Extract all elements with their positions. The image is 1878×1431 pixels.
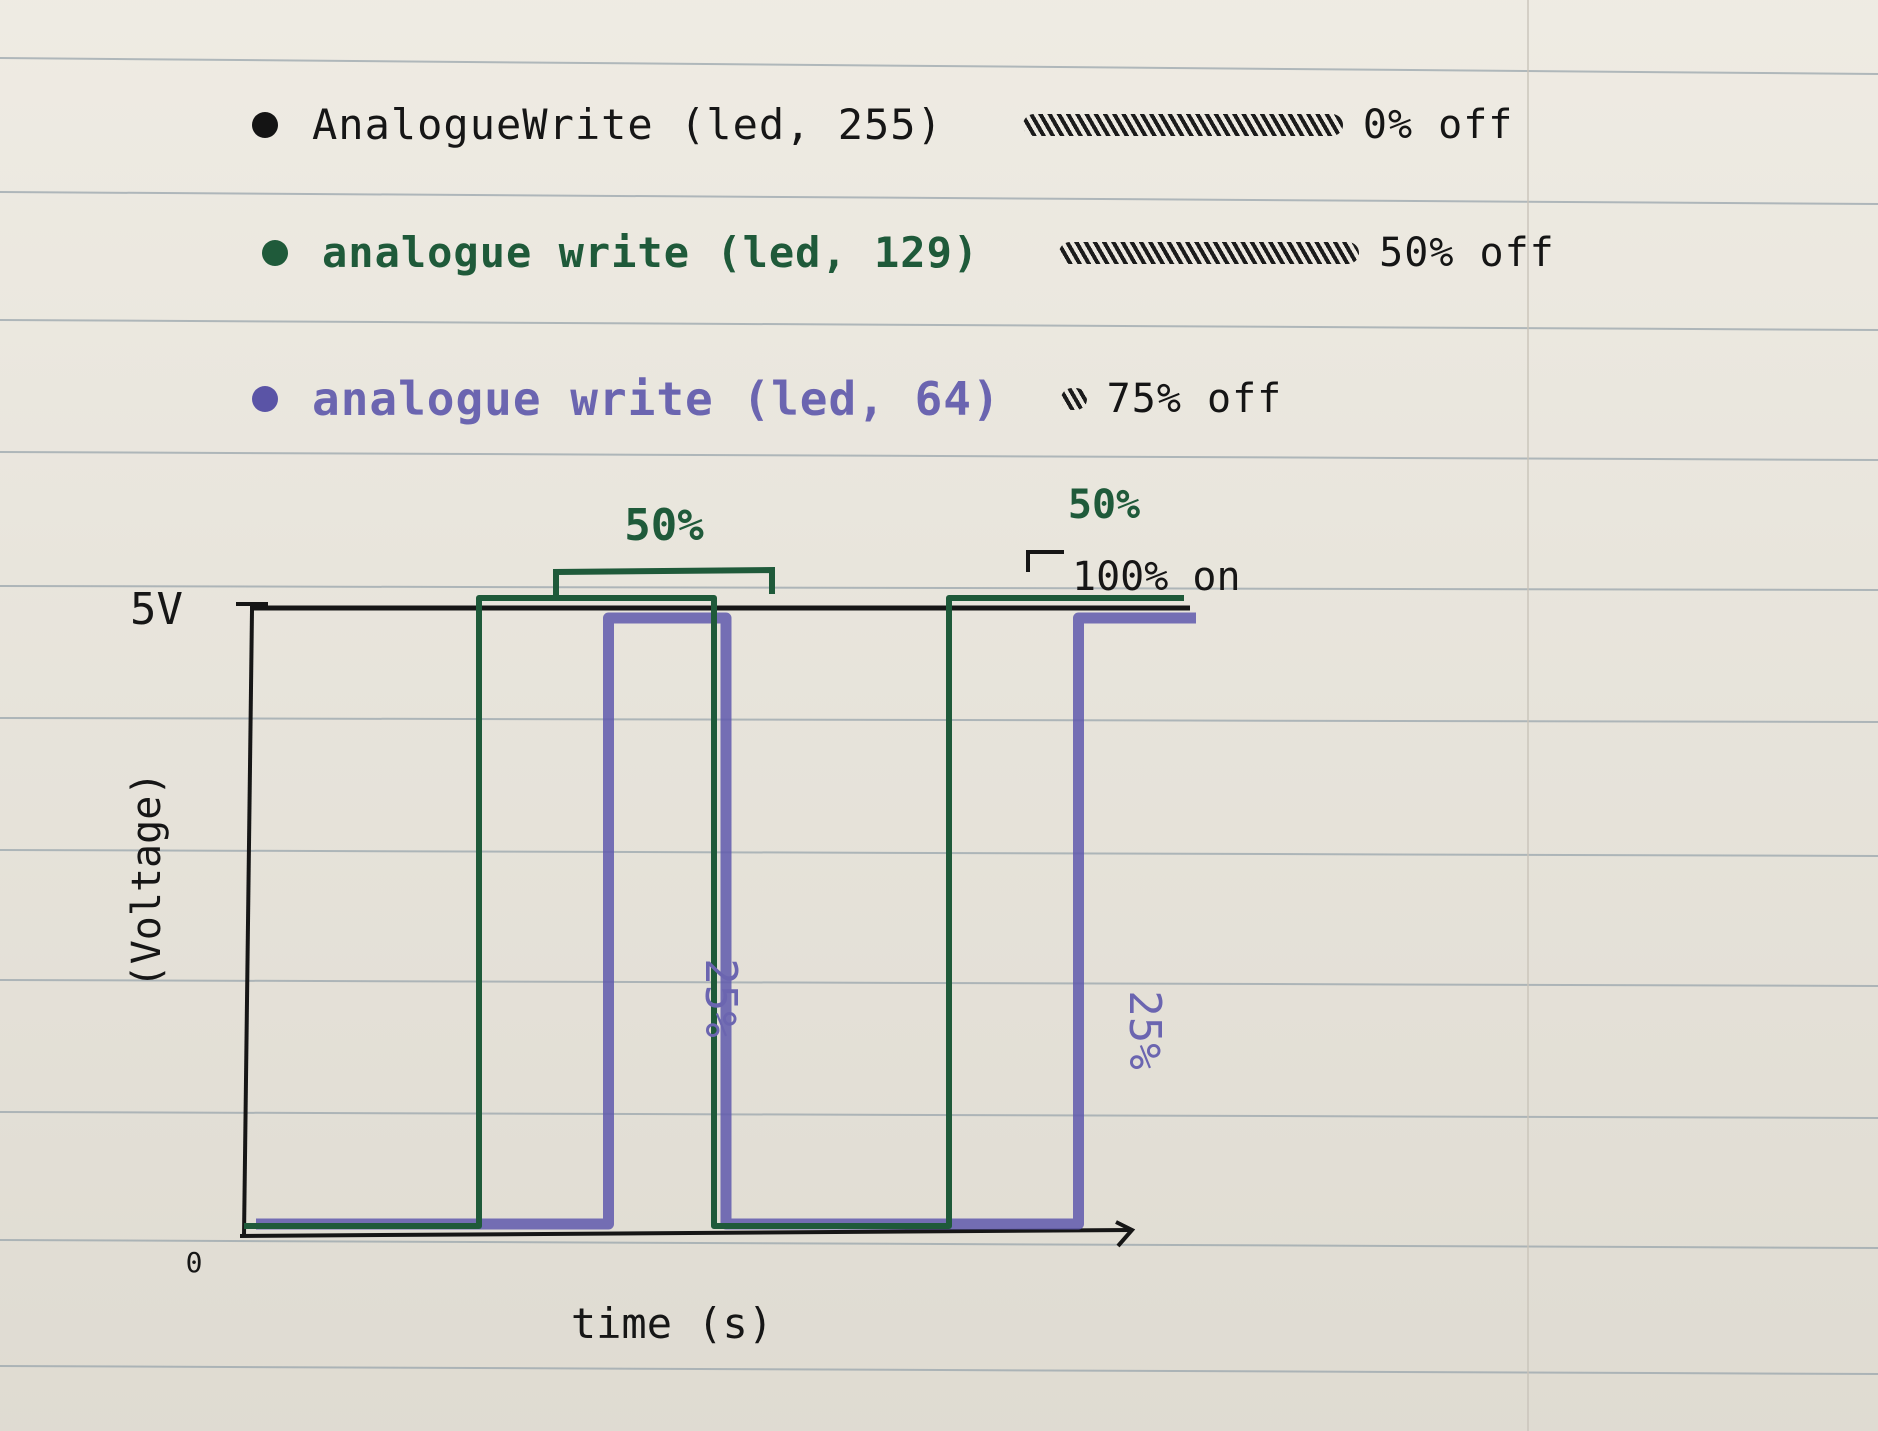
purple-dot-icon <box>252 386 278 412</box>
pulse-bracket-1 <box>553 566 775 596</box>
legend-duty-255: 0% off <box>1362 101 1514 148</box>
green-pulse-label-2: 50% <box>1068 482 1140 528</box>
legend-item-255: AnalogueWrite (led, 255) 0% off <box>252 100 1513 149</box>
green-dot-icon <box>262 239 288 266</box>
y-axis <box>242 609 254 1237</box>
legend-duty-64: 75% off <box>1106 376 1283 422</box>
legend-duty-129: 50% off <box>1379 229 1555 276</box>
legend-call-64: analogue write (led, 64) <box>312 372 1001 426</box>
scribble-icon <box>1022 113 1343 136</box>
series-line-129 <box>244 595 1184 1229</box>
x-axis-label: time (s) <box>571 1299 773 1348</box>
origin-label: 0 <box>186 1246 203 1279</box>
series-line-64 <box>256 612 1196 1230</box>
legend-call-129: analogue write (led, 129) <box>322 228 980 277</box>
purple-pulse-label-1: 25% <box>695 958 746 1037</box>
legend-item-64: analogue write (led, 64) 75% off <box>252 372 1282 426</box>
legend-item-129: analogue write (led, 129) 50% off <box>262 228 1555 277</box>
scribble-icon <box>1059 241 1360 264</box>
purple-pulse-label-2: 25% <box>1119 990 1170 1069</box>
y-top-label: 5V <box>130 584 183 635</box>
legend-call-255: AnalogueWrite (led, 255) <box>312 100 943 149</box>
x-axis-arrow-icon <box>1115 1220 1136 1248</box>
scribble-icon <box>1060 388 1087 410</box>
black-level-label: 100% on <box>1072 554 1241 600</box>
black-dot-icon <box>252 111 278 138</box>
y-axis-label: (Voltage) <box>124 772 170 989</box>
pulse-bracket-2 <box>1026 550 1064 572</box>
green-pulse-label-1: 50% <box>624 500 704 551</box>
x-axis <box>239 1228 1133 1238</box>
